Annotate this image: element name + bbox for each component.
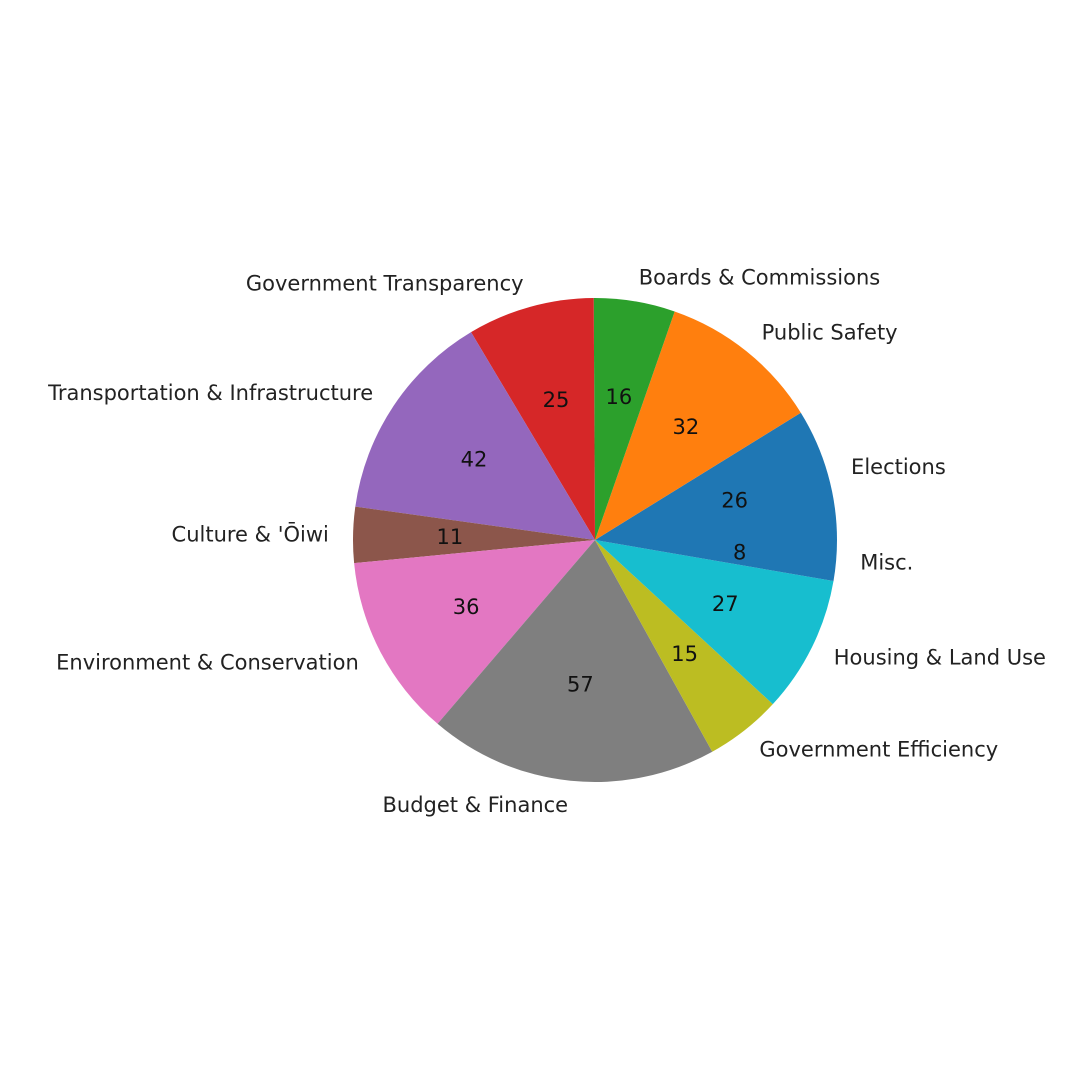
pie-slice-boards-commissions [593,297,675,540]
pie-category-label-government-transparency: Government Transparency [246,272,524,296]
pie-slices [353,297,838,782]
pie-category-label-culture-iwi: Culture & 'Ōiwi [172,521,329,546]
pie-value-label-government-efficiency: 15 [671,642,698,666]
pie-value-labels: 26 32 16 25 42 11 36 57 15 27 8 [436,385,748,697]
pie-slice-transportation-infrastructure [355,332,595,540]
pie-value-label-transportation-infrastructure: 42 [461,448,488,472]
pie-value-label-public-safety: 32 [673,415,700,439]
pie-slice-government-transparency [471,298,595,540]
pie-category-label-public-safety: Public Safety [762,320,898,344]
pie-category-labels: Elections Public Safety Boards & Commissio… [47,265,1046,816]
pie-category-label-housing-land-use: Housing & Land Use [834,646,1046,670]
pie-value-label-housing-land-use: 27 [712,592,739,616]
pie-category-label-boards-commissions: Boards & Commissions [639,265,880,289]
pie-value-label-misc: 8 [733,540,746,564]
pie-category-label-elections: Elections [851,455,946,479]
pie-value-label-environment-conservation: 36 [453,595,480,619]
pie-value-label-budget-finance: 57 [567,672,594,696]
pie-category-label-misc: Misc. [860,551,913,575]
pie-slice-public-safety [595,311,801,540]
pie-category-label-environment-conservation: Environment & Conservation [56,651,359,675]
pie-slice-misc [595,540,838,582]
pie-category-label-government-efficiency: Government Efficiency [759,737,998,761]
pie-category-label-budget-finance: Budget & Finance [383,793,569,817]
pie-slice-culture-iwi [353,506,595,564]
pie-slice-environment-conservation [354,540,595,724]
pie-value-label-government-transparency: 25 [543,388,570,412]
pie-value-label-culture-iwi: 11 [436,525,463,549]
pie-slice-government-efficiency [595,540,773,752]
pie-slice-budget-finance [437,540,713,782]
pie-category-label-transportation-infrastructure: Transportation & Infrastructure [47,381,373,405]
pie-value-label-elections: 26 [721,488,748,512]
pie-slice-housing-land-use [595,540,834,705]
pie-slice-elections [595,412,837,540]
pie-value-label-boards-commissions: 16 [605,385,632,409]
